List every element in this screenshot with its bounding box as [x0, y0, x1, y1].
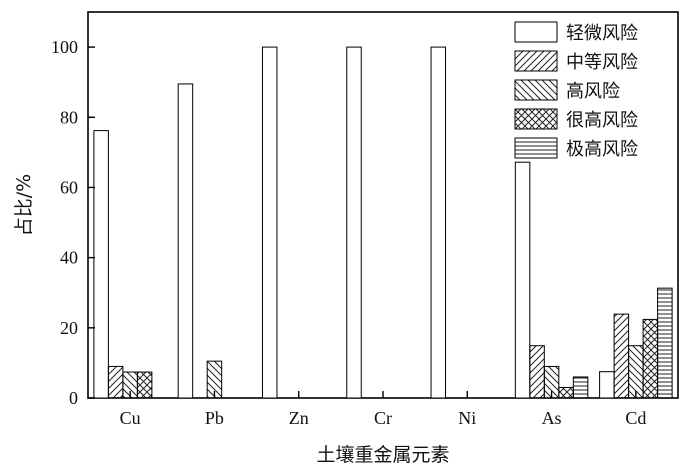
- legend-label: 中等风险: [566, 52, 638, 73]
- legend-swatch: [514, 137, 558, 159]
- bar-As-4: [558, 386, 574, 399]
- bar-Ni-1: [430, 46, 447, 399]
- bar-Zn-1: [261, 46, 278, 399]
- y-tick-label: 20: [60, 318, 78, 338]
- bar-Cu-4: [136, 371, 153, 399]
- y-axis: 0 20 40 60 80 100: [51, 37, 95, 408]
- bar-As-2: [529, 345, 545, 399]
- x-axis-title: 土壤重金属元素: [316, 444, 449, 466]
- bar-Cd-3: [628, 345, 644, 399]
- y-axis-title: 占比/%: [13, 174, 35, 236]
- legend-swatch: [514, 108, 558, 130]
- bar-Cu-1: [93, 130, 109, 399]
- y-tick-label: 40: [60, 248, 78, 268]
- x-tick-label: Zn: [289, 408, 309, 428]
- bar-Pb-1: [177, 83, 194, 399]
- y-tick-label: 80: [60, 107, 78, 127]
- x-axis: Cu Pb Zn Cr Ni As Cd: [120, 391, 646, 428]
- legend-swatch: [514, 50, 558, 72]
- legend-swatch: [514, 21, 558, 43]
- bar-Cd-2: [613, 313, 630, 399]
- legend-label: 很高风险: [566, 110, 638, 131]
- x-tick-label: Cu: [120, 408, 141, 428]
- x-tick-label: Cr: [374, 408, 392, 428]
- bar-Cd-1: [599, 371, 615, 399]
- legend-label: 极高风险: [566, 139, 638, 160]
- x-tick-label: Pb: [205, 408, 224, 428]
- y-tick-label: 60: [60, 177, 78, 197]
- legend-label: 高风险: [566, 81, 620, 102]
- bar-Cd-4: [642, 318, 659, 399]
- bars-layer: [93, 46, 673, 399]
- legend-label: 轻微风险: [566, 23, 638, 44]
- y-tick-label: 100: [51, 37, 78, 57]
- bar-As-5: [572, 376, 589, 399]
- bar-As-1: [514, 161, 531, 399]
- x-tick-label: As: [542, 408, 562, 428]
- bar-Cu-2: [107, 365, 124, 399]
- legend-swatch: [514, 79, 558, 101]
- bar-Cr-1: [346, 46, 362, 399]
- y-tick-label: 0: [69, 388, 78, 408]
- bar-Cd-5: [657, 287, 673, 399]
- x-tick-label: Cd: [625, 408, 646, 428]
- x-tick-label: Ni: [458, 408, 476, 428]
